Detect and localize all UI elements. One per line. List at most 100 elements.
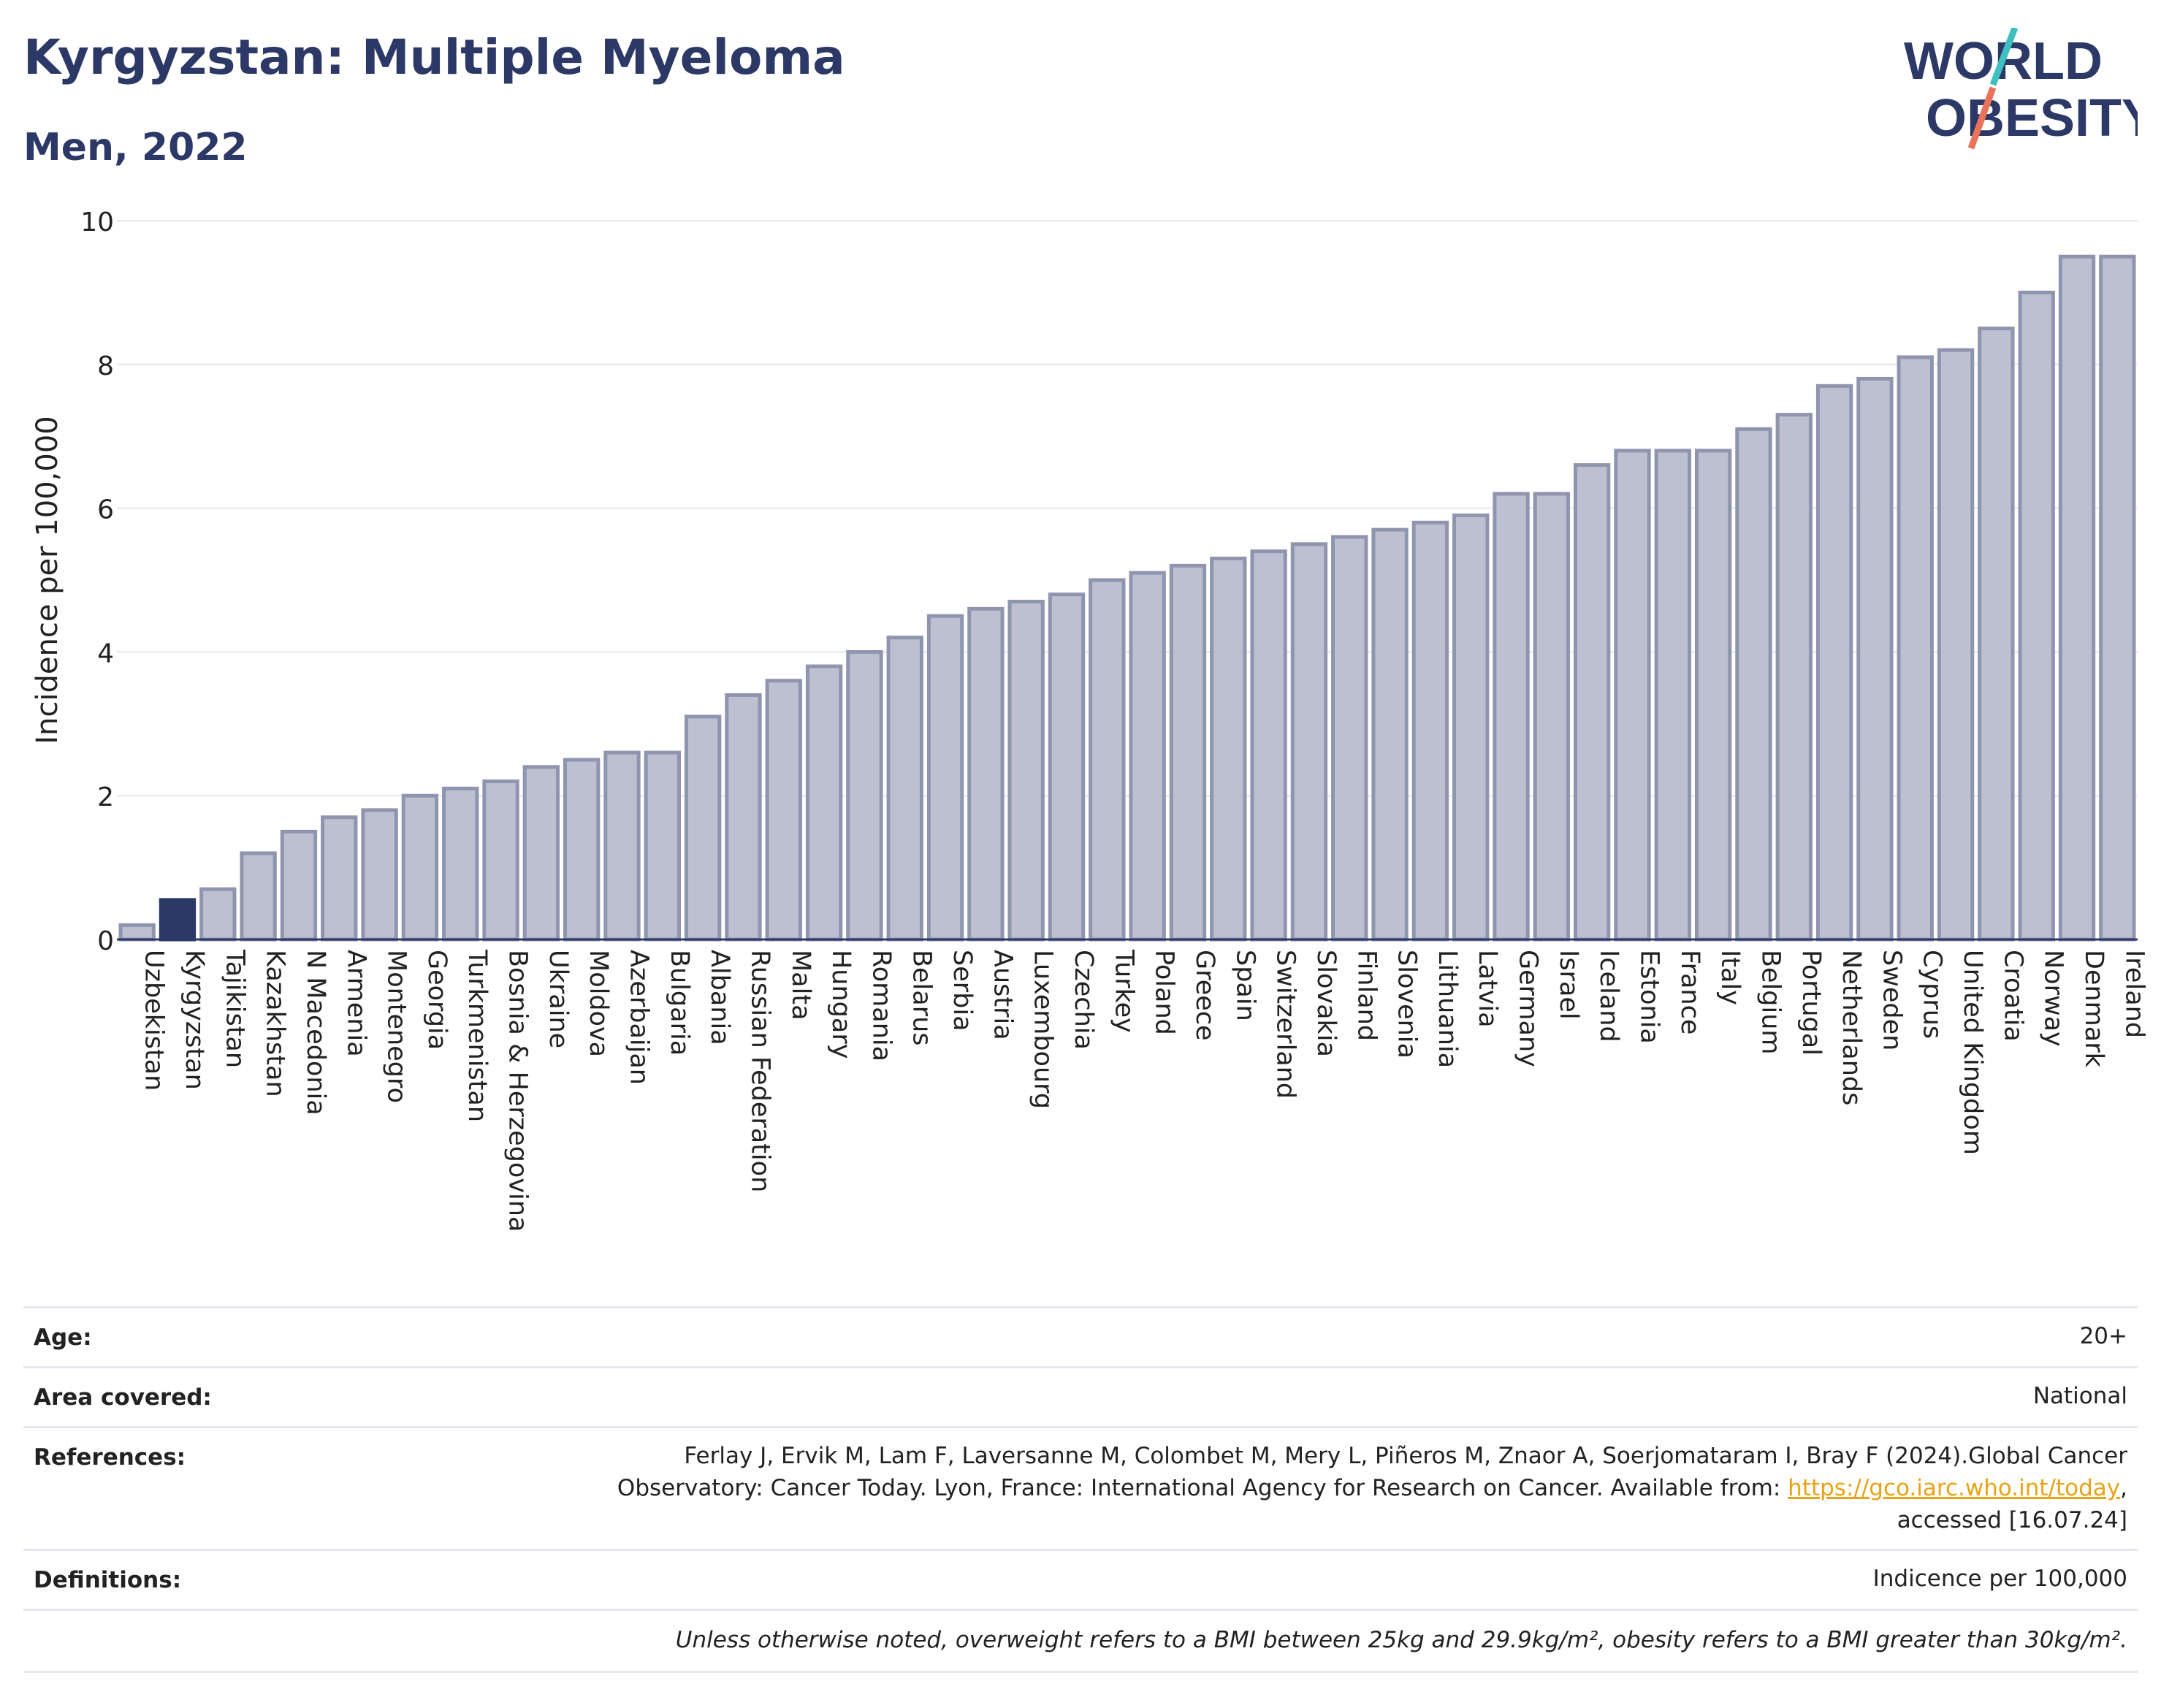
bar-netherlands [1815,384,1853,942]
x-tick-label: Kazakhstan [261,950,290,1097]
y-axis-label: Incidence per 100,000 [31,416,64,744]
bar-russian-federation [725,693,762,942]
x-tick-label: Switzerland [1271,950,1300,1099]
bar-israel [1533,492,1571,942]
x-axis-labels: Uzbekistan Kyrgyzstan Tajikistan Kazakhstan… [140,949,2149,1232]
bar-kyrgyzstan [159,898,197,942]
x-tick-label: Serbia [948,950,977,1032]
bar-lithuania [1411,520,1449,942]
logo-slash-teal [1989,28,2019,86]
info-row-definitions: Definitions: Indicence per 100,000 [23,1549,2138,1611]
bar-uzbekistan [118,923,156,942]
x-tick-label: Ukraine [544,950,573,1048]
bar-czechia [1048,592,1086,942]
x-tick-label: Armenia [341,950,370,1057]
x-tick-label: Portugal [1796,950,1826,1056]
x-tick-label: Montenegro [382,950,411,1103]
x-tick-label: Kyrgyzstan [180,950,209,1090]
references-line1: Ferlay J, Ervik M, Lam F, Laversanne M, … [684,1443,2127,1469]
bar-belgium [1735,427,1772,942]
info-row-references: References: Ferlay J, Ervik M, Lam F, La… [23,1426,2138,1551]
y-tick-label: 2 [97,782,114,812]
references-line2-text: Observatory: Cancer Today. Lyon, France:… [617,1475,1781,1501]
age-value: 20+ [2079,1323,2127,1349]
x-tick-label: Germany [1514,950,1543,1067]
logo-slash-coral [1967,86,1997,150]
y-tick-label: 10 [80,207,114,237]
x-tick-label: Azerbaijan [625,950,654,1085]
area-value: National [2032,1383,2127,1409]
x-tick-label: Ireland [2119,950,2149,1038]
x-tick-label: Luxembourg [1029,950,1058,1109]
bar-montenegro [361,808,398,942]
bar-georgia [401,793,439,942]
y-axis-ticks: 0 2 4 6 8 10 [80,207,114,956]
area-label: Area covered: [34,1384,212,1411]
x-tick-label: Cyprus [1918,950,1947,1039]
bar-bulgaria [644,750,682,942]
bar-spain [1210,556,1247,942]
definitions-value: Indicence per 100,000 [1872,1566,2127,1592]
world-obesity-logo: WORLD OBESITY [1904,28,2138,150]
x-tick-label: Estonia [1635,950,1664,1044]
bar-united-kingdom [1937,348,1975,942]
bar-croatia [1978,327,2015,942]
x-tick-label: Bosnia & Herzegovina [503,950,533,1232]
references-line3: accessed [16.07.24] [1897,1507,2127,1533]
x-tick-label: Italy [1715,950,1745,1005]
x-tick-label: Albania [705,950,734,1045]
bar-tajikistan [199,887,237,942]
bar-italy [1694,449,1732,942]
bar-romania [846,649,883,942]
x-tick-label: Croatia [1998,950,2027,1042]
bar-kazakhstan [240,851,277,942]
references-link[interactable]: https://gco.iarc.who.int/today [1788,1475,2121,1501]
x-tick-label: Netherlands [1837,950,1866,1105]
chart-title: Kyrgyzstan: Multiple Myeloma [23,29,845,85]
bar-france [1654,449,1692,942]
bar-slovenia [1371,527,1409,942]
x-tick-label: Uzbekistan [140,950,169,1091]
x-tick-label: Latvia [1473,950,1502,1028]
x-tick-label: Russian Federation [745,950,774,1192]
bar-malta [765,679,802,942]
bar-chart: 0 2 4 6 8 10 Uzbekistan Kyrgyzstan Tajikistan Ka… [31,207,2149,1232]
definitions-label: Definitions: [34,1567,182,1593]
bar-estonia [1614,449,1651,942]
x-tick-label: Tajikistan [220,949,249,1068]
x-tick-label: Austria [988,950,1017,1040]
references-line2: Observatory: Cancer Today. Lyon, France:… [617,1475,2127,1501]
bar-denmark [2058,254,2096,942]
x-tick-label: Czechia [1069,950,1098,1050]
chart-subtitle: Men, 2022 [23,126,248,169]
bar-cyprus [1897,355,1934,942]
info-row-area: Area covered: National [23,1366,2138,1428]
info-row-age: Age: 20+ [23,1306,2138,1368]
bar-luxembourg [1007,600,1045,942]
bar-serbia [926,614,964,942]
age-label: Age: [34,1324,92,1351]
x-tick-label: Slovenia [1392,950,1422,1059]
bar-bosnia-herzegovina [482,779,519,942]
bar-sweden [1856,376,1894,942]
x-tick-label: Sweden [1877,950,1906,1051]
x-tick-label: France [1675,950,1704,1034]
x-tick-label: Hungary [826,950,855,1059]
bar-iceland [1573,463,1611,942]
x-tick-label: Finland [1352,950,1381,1041]
bar-hungary [805,664,843,942]
logo-text-obesity: OBESITY [1926,89,2138,148]
bar-switzerland [1250,549,1287,942]
x-tick-label: Belgium [1756,950,1785,1055]
bar-ukraine [522,765,560,942]
x-tick-label: Turkey [1109,949,1138,1033]
x-tick-label: Georgia [422,950,451,1050]
bar-turkey [1089,578,1126,942]
x-tick-label: Norway [2039,950,2068,1047]
x-tick-label: N Macedonia [301,950,330,1116]
info-table: Age: 20+ Area covered: National Referenc… [23,1306,2138,1673]
bmi-note: Unless otherwise noted, overweight refer… [675,1627,2127,1653]
x-tick-label: Israel [1554,950,1583,1020]
x-tick-label: Spain [1230,950,1259,1021]
bar-n-macedonia [280,829,318,942]
